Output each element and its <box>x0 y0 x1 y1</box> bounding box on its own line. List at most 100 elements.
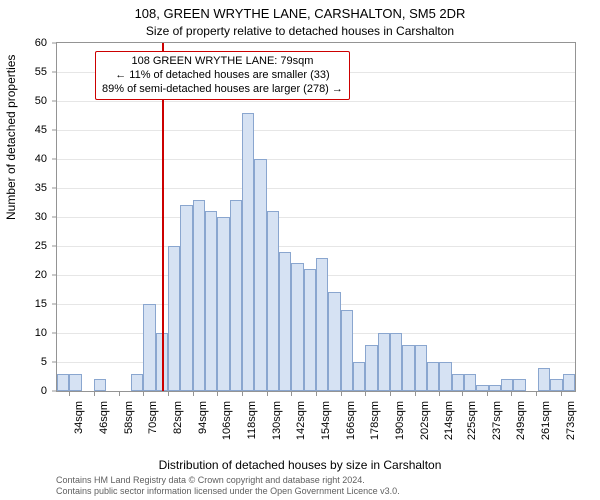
x-tick-mark <box>143 391 144 396</box>
histogram-bar <box>563 374 575 391</box>
y-tick-label: 0 <box>41 385 47 397</box>
chart-subtitle: Size of property relative to detached ho… <box>0 24 600 38</box>
x-tick-label: 82sqm <box>172 401 184 434</box>
histogram-bar <box>94 379 106 391</box>
plot-area: 05101520253035404550556034sqm46sqm58sqm7… <box>56 42 576 392</box>
y-tick-mark <box>52 101 57 102</box>
x-tick-label: 142sqm <box>295 401 307 440</box>
x-tick-label: 178sqm <box>369 401 381 440</box>
x-tick-mark <box>390 391 391 396</box>
y-tick-mark <box>52 362 57 363</box>
x-tick-mark <box>217 391 218 396</box>
histogram-bar <box>291 263 303 391</box>
x-tick-label: 94sqm <box>197 401 209 434</box>
histogram-bar <box>501 379 513 391</box>
histogram-bar <box>279 252 291 391</box>
annotation-line: 108 GREEN WRYTHE LANE: 79sqm <box>102 55 343 69</box>
gridline <box>57 188 575 189</box>
histogram-bar <box>193 200 205 391</box>
y-tick-mark <box>52 246 57 247</box>
y-tick-label: 55 <box>35 66 47 78</box>
gridline <box>57 130 575 131</box>
histogram-bar <box>267 211 279 391</box>
histogram-bar <box>57 374 69 391</box>
annotation-box: 108 GREEN WRYTHE LANE: 79sqm← 11% of det… <box>95 51 350 100</box>
histogram-bar <box>402 345 414 391</box>
histogram-bar <box>328 292 340 391</box>
x-tick-label: 154sqm <box>320 401 332 440</box>
x-tick-label: 273sqm <box>565 401 577 440</box>
chart-title: 108, GREEN WRYTHE LANE, CARSHALTON, SM5 … <box>0 6 600 21</box>
histogram-bar <box>439 362 451 391</box>
x-tick-mark <box>242 391 243 396</box>
y-tick-mark <box>52 43 57 44</box>
histogram-bar <box>180 205 192 391</box>
x-tick-label: 46sqm <box>98 401 110 434</box>
y-tick-mark <box>52 188 57 189</box>
histogram-bar <box>427 362 439 391</box>
x-tick-label: 225sqm <box>466 401 478 440</box>
gridline <box>57 101 575 102</box>
histogram-bar <box>168 246 180 391</box>
histogram-bar <box>254 159 266 391</box>
footer-line-2: Contains public sector information licen… <box>56 486 588 497</box>
chart-container: 108, GREEN WRYTHE LANE, CARSHALTON, SM5 … <box>0 0 600 500</box>
x-tick-label: 261sqm <box>540 401 552 440</box>
histogram-bar <box>390 333 402 391</box>
x-tick-mark <box>341 391 342 396</box>
x-tick-mark <box>291 391 292 396</box>
y-tick-mark <box>52 304 57 305</box>
y-tick-mark <box>52 217 57 218</box>
x-tick-label: 118sqm <box>246 401 258 439</box>
x-tick-label: 214sqm <box>443 401 455 440</box>
histogram-bar <box>513 379 525 391</box>
histogram-bar <box>316 258 328 391</box>
x-tick-mark <box>487 391 488 396</box>
y-tick-label: 35 <box>35 182 47 194</box>
histogram-bar <box>365 345 377 391</box>
histogram-bar <box>415 345 427 391</box>
x-tick-mark <box>462 391 463 396</box>
x-tick-mark <box>69 391 70 396</box>
x-axis-label: Distribution of detached houses by size … <box>0 458 600 472</box>
annotation-line: ← 11% of detached houses are smaller (33… <box>102 69 343 83</box>
y-tick-mark <box>52 130 57 131</box>
histogram-bar <box>205 211 217 391</box>
gridline <box>57 246 575 247</box>
x-tick-mark <box>168 391 169 396</box>
histogram-bar <box>304 269 316 391</box>
x-tick-label: 190sqm <box>394 401 406 440</box>
x-tick-mark <box>193 391 194 396</box>
gridline <box>57 217 575 218</box>
y-tick-label: 40 <box>35 153 47 165</box>
histogram-bar <box>550 379 562 391</box>
x-tick-label: 106sqm <box>221 401 233 440</box>
y-tick-label: 30 <box>35 211 47 223</box>
x-tick-mark <box>561 391 562 396</box>
histogram-bar <box>489 385 501 391</box>
x-tick-label: 249sqm <box>515 401 527 440</box>
x-tick-mark <box>94 391 95 396</box>
histogram-bar <box>341 310 353 391</box>
histogram-bar <box>353 362 365 391</box>
histogram-bar <box>230 200 242 391</box>
x-tick-mark <box>267 391 268 396</box>
x-tick-mark <box>365 391 366 396</box>
x-tick-label: 130sqm <box>271 401 283 440</box>
x-tick-label: 237sqm <box>491 401 503 440</box>
x-tick-mark <box>511 391 512 396</box>
histogram-bar <box>242 113 254 391</box>
y-axis-label: Number of detached properties <box>4 55 18 220</box>
footer-line-1: Contains HM Land Registry data © Crown c… <box>56 475 588 486</box>
x-tick-label: 166sqm <box>345 401 357 440</box>
y-tick-mark <box>52 159 57 160</box>
y-tick-label: 5 <box>41 356 47 368</box>
y-tick-label: 10 <box>35 327 47 339</box>
y-tick-label: 15 <box>35 298 47 310</box>
x-tick-mark <box>439 391 440 396</box>
y-tick-label: 60 <box>35 37 47 49</box>
histogram-bar <box>143 304 155 391</box>
x-tick-label: 34sqm <box>73 401 85 434</box>
histogram-bar <box>69 374 81 391</box>
annotation-line: 89% of semi-detached houses are larger (… <box>102 83 343 97</box>
